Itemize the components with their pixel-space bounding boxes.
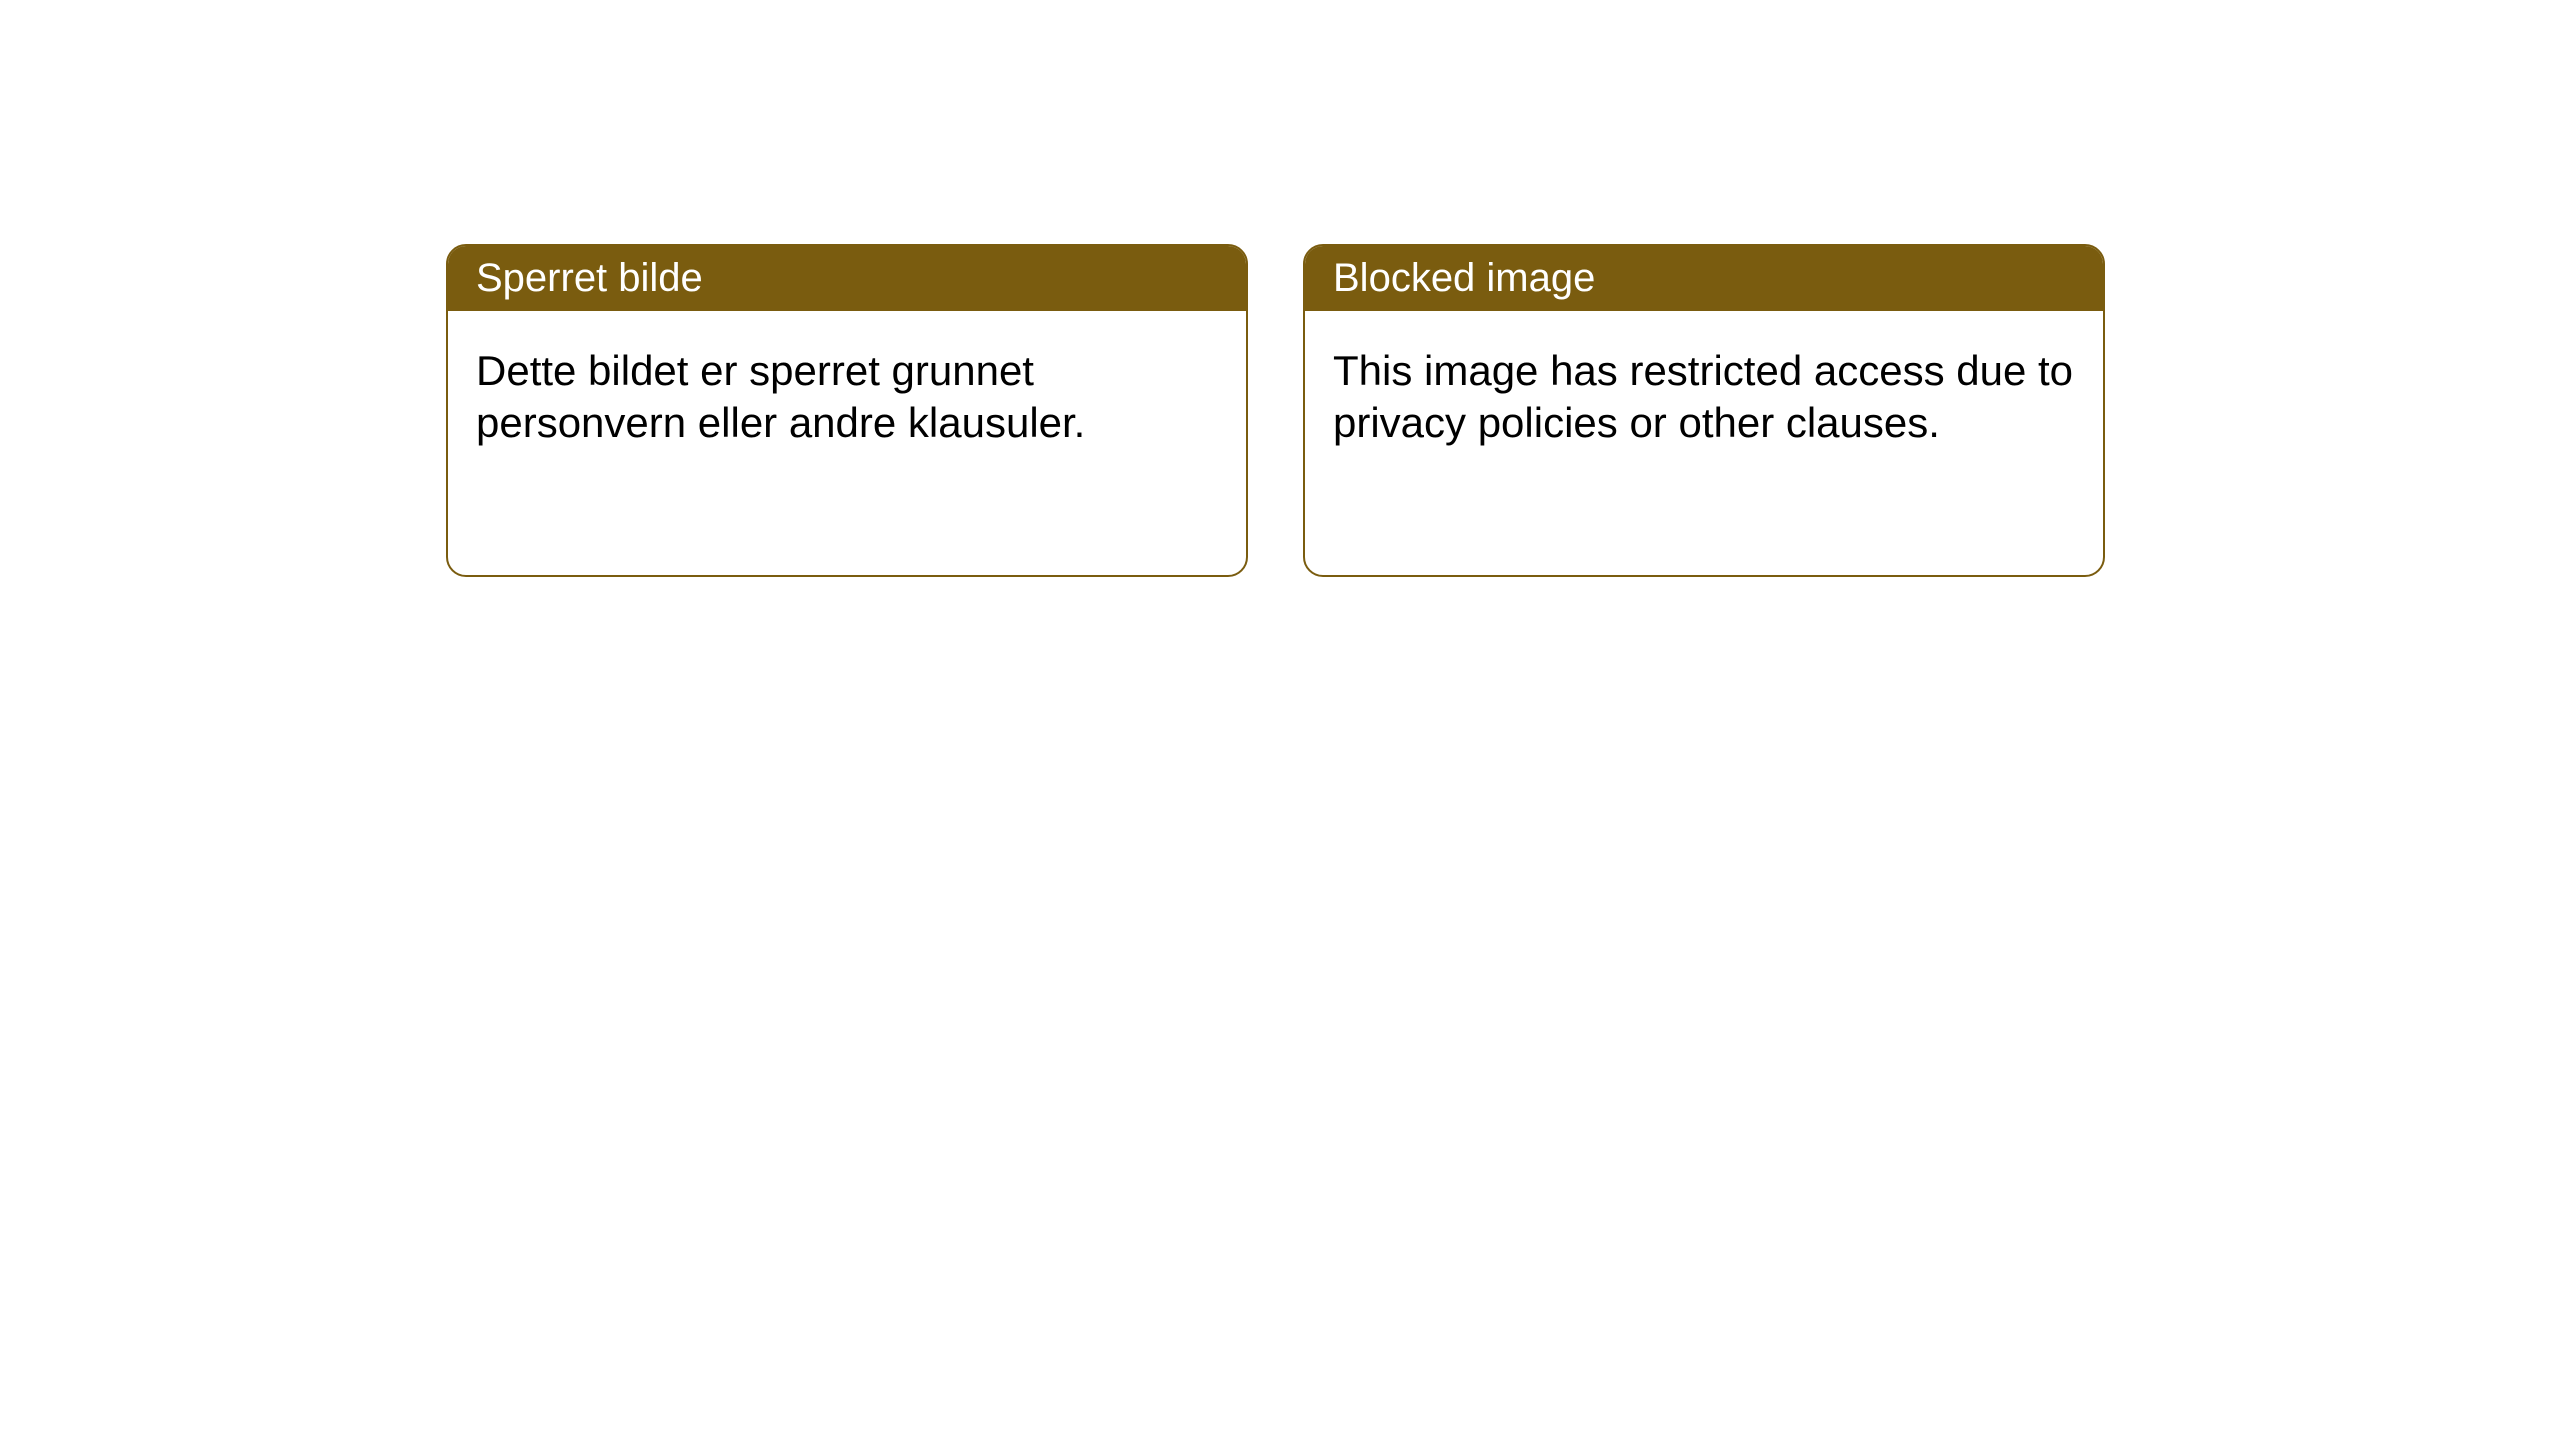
card-header: Sperret bilde — [448, 246, 1246, 311]
card-title: Sperret bilde — [476, 256, 703, 300]
card-body: Dette bildet er sperret grunnet personve… — [448, 311, 1246, 483]
card-title: Blocked image — [1333, 256, 1595, 300]
cards-container: Sperret bilde Dette bildet er sperret gr… — [0, 0, 2560, 577]
blocked-image-card-norwegian: Sperret bilde Dette bildet er sperret gr… — [446, 244, 1248, 577]
card-body-text: Dette bildet er sperret grunnet personve… — [476, 347, 1085, 446]
card-body: This image has restricted access due to … — [1305, 311, 2103, 483]
card-body-text: This image has restricted access due to … — [1333, 347, 2073, 446]
card-header: Blocked image — [1305, 246, 2103, 311]
blocked-image-card-english: Blocked image This image has restricted … — [1303, 244, 2105, 577]
